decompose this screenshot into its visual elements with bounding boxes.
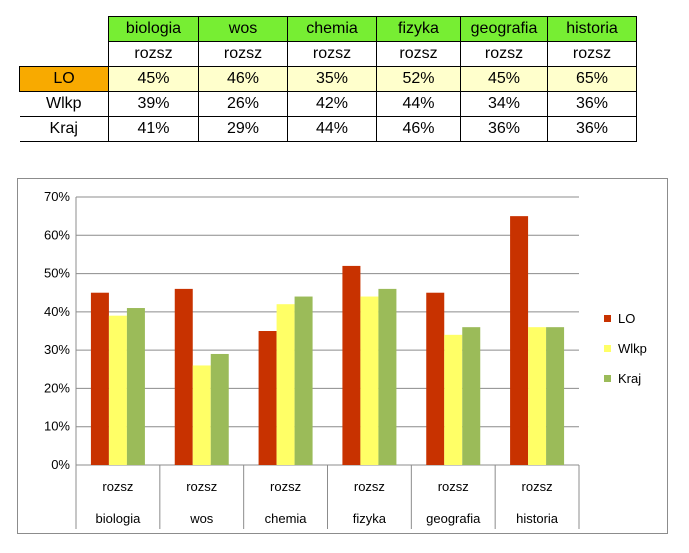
table-cell: 52%	[376, 66, 461, 92]
table-cell: 26%	[198, 91, 288, 117]
table-header-subject: historia	[547, 16, 637, 42]
table-header-subject: chemia	[287, 16, 377, 42]
x-level-label: rozsz	[354, 479, 385, 494]
bar-kraj	[294, 296, 313, 465]
table-cell: 46%	[376, 116, 461, 142]
table-level-cell: rozsz	[287, 41, 377, 67]
y-tick-label: 60%	[44, 227, 70, 242]
table-row-label: Wlkp	[19, 91, 109, 117]
y-tick-label: 50%	[44, 266, 70, 281]
table-corner	[20, 42, 109, 67]
y-tick-label: 30%	[44, 342, 70, 357]
bar-chart: 0% 10% 20% 30% 40% 50% 60% 70% rozsz biologia rozs…	[44, 189, 647, 529]
table-header-row: biologia wos chemia fizyka geografia his…	[20, 16, 637, 42]
results-table: biologia wos chemia fizyka geografia his…	[19, 16, 637, 142]
table-level-cell: rozsz	[547, 41, 637, 67]
table-header-subject: biologia	[108, 16, 199, 42]
table-row: Kraj 41% 29% 44% 46% 36% 36%	[19, 116, 637, 142]
table-cell: 35%	[287, 66, 377, 92]
legend-label: Wlkp	[618, 341, 647, 356]
bar-wlkp	[276, 304, 295, 465]
bar-kraj	[462, 327, 481, 465]
bar-kraj	[378, 288, 397, 465]
y-tick-label: 70%	[44, 189, 70, 204]
table-level-cell: rozsz	[108, 41, 199, 67]
bar-lo	[258, 331, 277, 465]
table-header-subject: fizyka	[376, 16, 461, 42]
legend-swatch	[604, 345, 611, 352]
table-cell: 65%	[547, 66, 637, 92]
x-level-label: rozsz	[186, 479, 217, 494]
y-tick-label: 0%	[51, 457, 70, 472]
bar-lo	[174, 288, 193, 465]
table-cell: 36%	[547, 91, 637, 117]
table-cell: 39%	[108, 91, 199, 117]
legend-swatch	[604, 315, 611, 322]
bar-lo	[510, 216, 529, 465]
x-level-label: rozsz	[522, 479, 553, 494]
table-row: LO 45% 46% 35% 52% 45% 65%	[19, 66, 637, 92]
table-cell: 36%	[547, 116, 637, 142]
bar-kraj	[210, 353, 229, 465]
table-header-subject: geografia	[460, 16, 548, 42]
x-level-label: rozsz	[438, 479, 469, 494]
x-category-label: wos	[189, 511, 214, 526]
bar-wlkp	[528, 327, 547, 465]
y-tick-label: 40%	[44, 304, 70, 319]
table-cell: 42%	[287, 91, 377, 117]
table-cell: 41%	[108, 116, 199, 142]
table-cell: 46%	[198, 66, 288, 92]
bar-lo	[90, 292, 109, 465]
legend-swatch	[604, 375, 611, 382]
table-corner	[20, 17, 109, 42]
x-level-label: rozsz	[102, 479, 133, 494]
table-row: Wlkp 39% 26% 42% 44% 34% 36%	[19, 91, 637, 117]
table-cell: 44%	[376, 91, 461, 117]
table-cell: 36%	[460, 116, 548, 142]
bar-wlkp	[108, 315, 127, 465]
table-level-cell: rozsz	[198, 41, 288, 67]
y-tick-label: 20%	[44, 380, 70, 395]
chart-area: 0% 10% 20% 30% 40% 50% 60% 70% rozsz biologia rozs…	[17, 178, 668, 534]
table-header-subject: wos	[198, 16, 288, 42]
y-tick-label: 10%	[44, 419, 70, 434]
bar-kraj	[546, 327, 565, 465]
x-category-label: chemia	[265, 511, 308, 526]
legend-label: Kraj	[618, 371, 641, 386]
bar-wlkp	[192, 365, 211, 465]
table-level-cell: rozsz	[460, 41, 548, 67]
legend-label: LO	[618, 311, 635, 326]
bar-kraj	[126, 308, 145, 465]
table-cell: 34%	[460, 91, 548, 117]
x-category-label: historia	[516, 511, 559, 526]
table-row-label: LO	[19, 66, 109, 92]
table-row-label: Kraj	[19, 116, 109, 142]
bar-lo	[426, 292, 445, 465]
x-category-label: biologia	[96, 511, 142, 526]
x-level-label: rozsz	[270, 479, 301, 494]
bar-wlkp	[444, 334, 463, 465]
table-cell: 44%	[287, 116, 377, 142]
table-cell: 29%	[198, 116, 288, 142]
table-cell: 45%	[460, 66, 548, 92]
table-level-cell: rozsz	[376, 41, 461, 67]
table-level-row: rozsz rozsz rozsz rozsz rozsz rozsz	[20, 41, 637, 67]
table-cell: 45%	[108, 66, 199, 92]
x-category-label: fizyka	[353, 511, 387, 526]
x-category-label: geografia	[426, 511, 481, 526]
bar-wlkp	[360, 296, 379, 465]
bar-lo	[342, 265, 361, 465]
